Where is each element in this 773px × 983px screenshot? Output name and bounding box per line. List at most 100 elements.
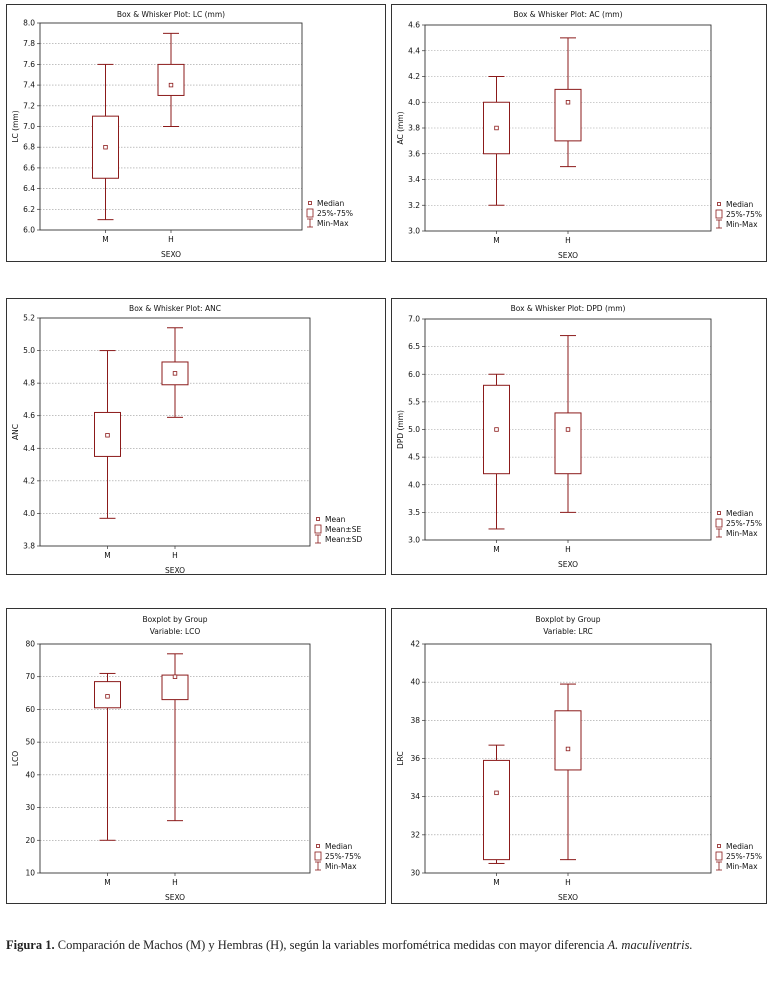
legend-swatch-box [715,518,723,528]
figure-caption: Figura 1. Comparación de Machos (M) y He… [6,938,766,953]
chart-subtitle: Variable: LRC [543,627,593,636]
box-H [554,335,582,513]
legend-swatch-center [717,202,721,206]
y-tick-label: 30 [410,869,420,878]
y-tick-label: 6.0 [408,370,420,379]
y-tick-label: 5.2 [23,314,35,323]
y-tick-label: 3.5 [408,508,420,517]
y-tick-label: 6.2 [23,205,35,214]
legend-label: Min-Max [726,529,758,538]
y-tick-label: 5.0 [23,346,35,355]
y-axis-label: ANC [11,424,20,440]
y-tick-label: 5.5 [408,397,420,406]
legend-label: Median [726,842,754,851]
x-tick-label: H [172,551,178,560]
chart-svg: Boxplot by Group Variable: LCO 10 20 30 40 50 6… [6,608,386,904]
y-tick-label: 4.0 [23,509,35,518]
legend-swatch-box [715,851,723,861]
y-tick-label: 40 [410,678,420,687]
box-body [554,412,582,475]
y-tick-label: 40 [25,770,35,779]
x-axis-label: SEXO [558,893,578,902]
box-H [554,37,582,168]
y-tick-label: 42 [410,640,420,649]
y-axis-label: AC (mm) [396,111,405,144]
box-body [94,681,121,709]
y-tick-label: 6.4 [23,184,35,193]
chart-title: Box & Whisker Plot: LC (mm) [117,10,225,19]
y-tick-label: 3.0 [408,227,420,236]
y-tick-label: 30 [25,803,35,812]
legend-label: Min-Max [726,220,758,229]
center-marker [494,427,499,432]
x-tick-label: M [493,545,499,554]
chart-group: Box & Whisker Plot: LC (mm) 6.0 6.2 6.4 6.6 6… [6,4,386,262]
chart-panel-ac: Box & Whisker Plot: AC (mm) 3.0 3.2 3.4 3.6 3… [391,4,773,269]
y-tick-label: 6.0 [23,226,35,235]
chart-panel-lc: Box & Whisker Plot: LC (mm) 6.0 6.2 6.4 6.6 6… [6,4,391,269]
caption-text: Comparación de Machos (M) y Hembras (H),… [54,938,608,952]
y-axis-label: LC (mm) [11,110,20,142]
y-tick-label: 3.0 [408,536,420,545]
legend-swatch-center [316,844,320,848]
center-marker [565,746,571,752]
x-tick-label: H [565,545,571,554]
legend-label: 25%-75% [726,210,762,219]
x-axis-label: SEXO [558,251,578,260]
y-tick-label: 32 [410,830,420,839]
center-marker [494,125,499,131]
chart-panel-dpd: Box & Whisker Plot: DPD (mm) 3.0 3.5 4.0 4.5… [391,298,773,575]
y-tick-label: 6.8 [23,143,35,152]
box-H [161,653,189,822]
chart-title: Boxplot by Group [142,615,207,624]
box-body [157,63,185,96]
y-tick-label: 3.2 [408,201,420,210]
chart-title: Box & Whisker Plot: AC (mm) [513,10,622,19]
x-axis-label: SEXO [165,893,185,902]
x-tick-label: M [493,878,499,887]
y-tick-label: 60 [25,705,35,714]
legend-label: Mean±SE [325,525,361,534]
legend-label: 25%-75% [325,852,361,861]
legend-label: Min-Max [325,862,357,871]
chart-frame [6,4,386,262]
y-tick-label: 4.6 [23,411,35,420]
box-M [94,350,121,519]
center-marker [172,674,178,679]
legend-label: Median [726,200,754,209]
y-tick-label: 4.2 [408,72,420,81]
chart-svg: Box & Whisker Plot: ANC 3.8 4.0 4.2 4.4 4.6 4.… [6,298,386,575]
legend-swatch-box [314,524,322,534]
x-tick-label: H [168,235,174,244]
y-tick-label: 7.2 [23,101,35,110]
y-tick-label: 4.4 [23,444,35,453]
legend-swatch-box [306,208,314,218]
box-H [157,32,185,127]
y-axis-label: DPD (mm) [396,410,405,449]
center-marker [103,144,108,150]
y-tick-label: 7.0 [23,122,35,131]
y-tick-label: 4.0 [408,98,420,107]
x-tick-label: M [102,235,108,244]
legend-swatch-box [314,851,322,861]
y-tick-label: 7.6 [23,60,35,69]
y-tick-label: 7.4 [23,81,35,90]
chart-svg: Box & Whisker Plot: AC (mm) 3.0 3.2 3.4 3.6 3… [391,4,767,262]
chart-svg: Boxplot by Group Variable: LRC 30 32 34 36 38 4… [391,608,767,904]
legend-label: 25%-75% [317,209,353,218]
legend-swatch-center [717,511,721,515]
legend-label: 25%-75% [726,852,762,861]
y-tick-label: 34 [410,792,420,801]
legend-label: Min-Max [317,219,349,228]
y-tick-label: 4.5 [408,453,420,462]
legend-label: Median [317,199,345,208]
y-tick-label: 3.8 [408,124,420,133]
box-body [161,674,189,701]
box-M [92,63,119,221]
chart-svg: Box & Whisker Plot: LC (mm) 6.0 6.2 6.4 6.6 6… [6,4,386,262]
box-body [554,710,582,771]
chart-group: Box & Whisker Plot: DPD (mm) 3.0 3.5 4.0 4.5… [391,298,767,575]
chart-group: Boxplot by Group Variable: LCO 10 20 30 40 50 6… [6,608,386,904]
chart-subtitle: Variable: LCO [150,627,201,636]
center-marker [565,427,571,432]
